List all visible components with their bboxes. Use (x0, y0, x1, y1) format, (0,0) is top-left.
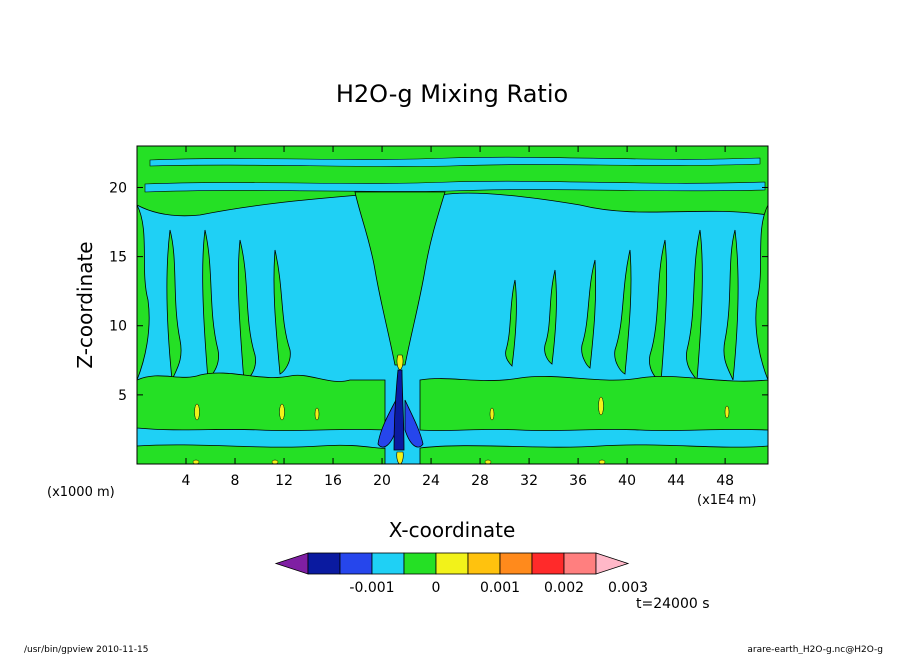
colorbar-bin (307, 552, 341, 575)
x-tick-label: 40 (618, 473, 636, 489)
x-tick-label: 28 (471, 473, 489, 489)
y-tick-label: 5 (118, 388, 127, 404)
y-axis-label: Z-coordinate (73, 241, 97, 368)
colorbar-bin (531, 552, 565, 575)
field-yellow-spots (192, 396, 730, 465)
x-tick-label: 12 (275, 473, 293, 489)
time-label: t=24000 s (636, 596, 710, 612)
colorbar-bin (339, 552, 373, 575)
colorbar-tick-label: -0.001 (349, 580, 394, 596)
footer-left: /usr/bin/gpview 2010-11-15 (24, 645, 148, 654)
colorbar-bin (595, 552, 630, 575)
field-upper-stripe (149, 156, 761, 167)
x-tick-label: 48 (716, 473, 734, 489)
colorbar-bin (371, 552, 405, 575)
colorbar-tick-label: 0 (432, 580, 441, 596)
colorbar-bin (467, 552, 501, 575)
chart-title: H2O-g Mixing Ratio (336, 80, 568, 108)
field-central-blue-lobes (377, 399, 424, 448)
x-scale-label: (x1E4 m) (697, 493, 756, 508)
y-tick-label: 10 (109, 319, 127, 335)
colorbar-tick-label: 0.001 (480, 580, 520, 596)
field-bottom-strip (136, 444, 769, 465)
y-tick-label: 20 (109, 180, 127, 196)
footer-right: arare-earth_H2O-g.nc@H2O-g (747, 645, 883, 654)
x-tick-label: 24 (422, 473, 440, 489)
plot-frame (136, 145, 769, 465)
colorbar-bin (435, 552, 469, 575)
colorbar-bin (563, 552, 597, 575)
x-tick-label: 16 (324, 473, 342, 489)
colorbar-tick-label: 0.002 (544, 580, 584, 596)
x-tick-label: 32 (520, 473, 538, 489)
contour-plot (136, 145, 769, 465)
x-unit-label: (x1000 m) (47, 485, 115, 500)
x-tick-label: 44 (667, 473, 685, 489)
x-axis-label: X-coordinate (389, 518, 516, 542)
field-left-columns (136, 204, 291, 383)
field-lower-band (136, 372, 769, 431)
x-tick-label: 36 (569, 473, 587, 489)
field-central-plume (354, 191, 446, 366)
field-right-columns (505, 204, 769, 383)
field-central-core (393, 369, 405, 451)
x-tick-label: 8 (231, 473, 240, 489)
x-tick-label: 4 (182, 473, 191, 489)
colorbar-bin (403, 552, 437, 575)
colorbar: -0.001 0 0.001 0.002 0.003 (274, 552, 648, 596)
x-tick-label: 20 (373, 473, 391, 489)
colorbar-tick-label: 0.003 (608, 580, 648, 596)
colorbar-bin (499, 552, 533, 575)
y-tick-label: 15 (109, 250, 127, 266)
field-upper-stripe-2 (144, 180, 766, 193)
